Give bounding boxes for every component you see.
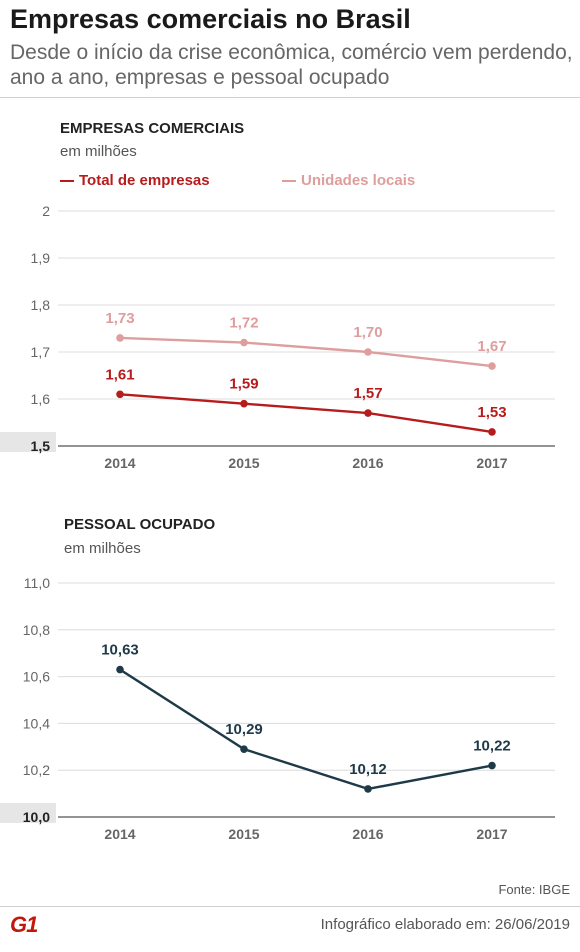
source-note: Fonte: IBGE — [498, 882, 570, 897]
y-tick-label: 1,8 — [31, 297, 51, 313]
footer-divider — [0, 906, 580, 907]
y-tick-label: 1,7 — [31, 344, 51, 360]
x-tick-label: 2014 — [104, 826, 135, 842]
data-point — [488, 761, 496, 770]
data-point — [364, 785, 372, 793]
data-point — [488, 428, 496, 436]
y-tick-label: 11,0 — [24, 575, 50, 591]
g1-logo: G1 — [10, 913, 46, 937]
y-tick-label: 2 — [42, 203, 50, 219]
page-title: Empresas comerciais no Brasil — [10, 4, 411, 34]
y-tick-label: 10,0 — [23, 809, 50, 825]
header-divider — [0, 97, 580, 98]
data-label: 10,29 — [225, 721, 263, 738]
baseline-tick-bg — [0, 432, 56, 452]
data-label: 1,59 — [229, 376, 258, 393]
y-tick-label: 1,9 — [31, 250, 51, 266]
baseline-tick-bg — [0, 803, 56, 823]
series-line — [119, 393, 493, 434]
y-tick-label: 10,2 — [23, 762, 50, 778]
data-point — [364, 409, 372, 417]
data-label: 1,72 — [229, 315, 258, 332]
data-label: 1,53 — [477, 404, 506, 421]
legend-item-total: Total de empresas — [60, 172, 210, 189]
date-note: Infográfico elaborado em: 26/06/2019 — [320, 916, 570, 933]
y-tick-label: 10,6 — [23, 669, 50, 685]
data-point — [116, 334, 124, 342]
y-tick-label: 1,6 — [31, 391, 51, 407]
x-tick-label: 2016 — [352, 826, 383, 842]
x-tick-label: 2017 — [476, 826, 507, 842]
data-label: 1,73 — [105, 310, 134, 327]
x-tick-label: 2014 — [104, 455, 135, 471]
legend-swatch-unidades — [282, 180, 296, 183]
x-tick-label: 2015 — [228, 455, 259, 471]
y-tick-label: 10,8 — [23, 622, 50, 638]
data-point — [116, 390, 124, 399]
legend-swatch-total — [60, 180, 74, 183]
data-label: 10,63 — [101, 642, 139, 659]
y-tick-label: 1,5 — [31, 438, 51, 454]
chart1-title: EMPRESAS COMERCIAIS — [60, 120, 245, 137]
chart1-plot: 1,5 1,6 1,7 1,8 1,9 2 2014 2015 2016 2017 1,61 1,59… — [0, 203, 555, 471]
data-label: 1,57 — [353, 385, 382, 402]
data-point — [116, 665, 124, 674]
data-label: 1,61 — [105, 366, 134, 383]
data-label: 1,67 — [477, 338, 506, 355]
legend-label-unidades: Unidades locais — [301, 172, 416, 189]
legend-label-total: Total de empresas — [79, 172, 210, 189]
data-point — [240, 745, 248, 753]
page-subtitle: Desde o início da crise econômica, comér… — [10, 41, 573, 89]
data-point — [240, 399, 248, 408]
legend-item-unidades: Unidades locais — [282, 172, 415, 189]
series-line — [119, 336, 493, 368]
x-tick-label: 2017 — [476, 455, 507, 471]
data-label: 10,22 — [473, 738, 511, 755]
x-tick-label: 2015 — [228, 826, 259, 842]
y-tick-label: 10,4 — [23, 715, 50, 731]
data-label: 1,70 — [353, 324, 382, 341]
data-label: 10,12 — [349, 761, 387, 778]
x-tick-label: 2016 — [352, 455, 383, 471]
series-line — [119, 668, 493, 791]
chart2-unit: em milhões — [64, 540, 141, 557]
chart2-plot: 10,0 10,2 10,4 10,6 10,8 11,0 2014 2015 2016 2017… — [0, 575, 555, 842]
data-point — [364, 348, 372, 356]
data-point — [488, 362, 496, 370]
g1-logo-text: G1 — [10, 912, 38, 937]
chart1-unit: em milhões — [60, 143, 137, 160]
chart2-title: PESSOAL OCUPADO — [64, 516, 216, 533]
data-point — [240, 338, 248, 347]
